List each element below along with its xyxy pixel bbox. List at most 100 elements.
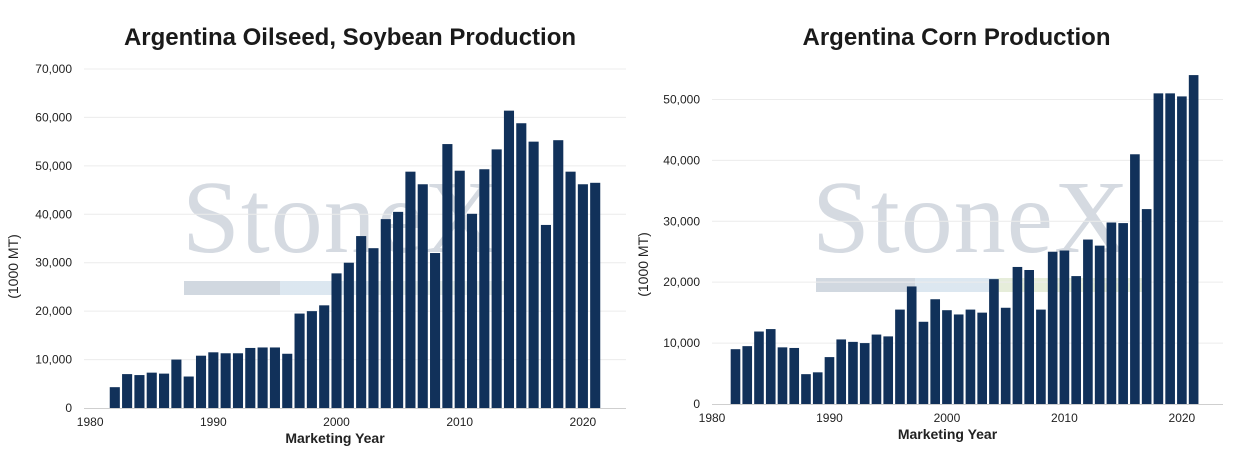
bar — [466, 213, 478, 408]
bar — [1000, 307, 1011, 404]
bar — [356, 236, 367, 408]
y-tick-label: 30,000 — [663, 214, 700, 228]
y-tick-label: 50,000 — [663, 92, 700, 106]
bar — [1141, 209, 1152, 404]
bar — [565, 171, 576, 408]
x-tick-label: 1980 — [77, 415, 104, 429]
bar — [871, 334, 882, 404]
x-tick-label: 2010 — [446, 415, 473, 429]
bar — [883, 336, 894, 404]
bar — [380, 219, 391, 408]
y-tick-label: 70,000 — [35, 62, 72, 76]
bar — [319, 305, 330, 408]
bar — [134, 375, 145, 408]
bar — [220, 353, 231, 408]
y-axis-title: (1000 MT) — [635, 232, 651, 297]
bar — [1094, 245, 1105, 404]
bar — [159, 373, 170, 408]
bar — [146, 372, 157, 408]
bar — [953, 314, 964, 404]
x-tick-label: 2000 — [323, 415, 350, 429]
bar — [812, 372, 823, 404]
bar — [528, 141, 539, 408]
chart-title: Argentina Corn Production — [802, 24, 1111, 51]
bar — [430, 253, 441, 408]
y-tick-label: 40,000 — [663, 153, 700, 167]
bar — [836, 339, 847, 404]
bar — [730, 349, 741, 404]
bar — [801, 374, 811, 404]
bar — [1012, 266, 1023, 404]
bar — [754, 331, 764, 404]
corn-chart-panel: Argentina Corn Production StoneX 0 10,000… — [620, 0, 1233, 452]
x-tick-label: 1980 — [699, 411, 726, 425]
bar — [417, 184, 428, 408]
bar — [789, 347, 800, 404]
y-tick-label: 20,000 — [663, 275, 700, 289]
bar — [405, 171, 416, 408]
bar — [1153, 93, 1164, 404]
bar — [491, 149, 502, 409]
bar — [282, 353, 293, 408]
x-axis-title: Marketing Year — [898, 426, 998, 442]
y-tick-label: 0 — [65, 401, 72, 415]
bar — [1071, 276, 1081, 404]
y-tick-label: 10,000 — [663, 336, 700, 350]
bar — [918, 321, 929, 404]
bar — [183, 376, 194, 408]
chart-title: Argentina Oilseed, Soybean Production — [123, 24, 577, 51]
bar — [1188, 75, 1199, 404]
x-tick-label: 1990 — [200, 415, 227, 429]
bar — [232, 353, 244, 408]
bar — [1059, 250, 1070, 404]
bar — [368, 248, 379, 408]
bar — [765, 329, 776, 404]
bar — [294, 313, 305, 408]
y-tick-label: 50,000 — [35, 159, 72, 173]
bar — [1165, 93, 1175, 404]
bar — [331, 273, 342, 408]
bar — [257, 347, 268, 408]
bar — [1036, 309, 1046, 404]
bar — [553, 140, 564, 408]
bar — [540, 224, 551, 408]
bar — [109, 387, 120, 408]
bar — [479, 169, 490, 408]
bar — [906, 286, 917, 404]
bar — [777, 347, 788, 404]
bar — [1024, 270, 1034, 404]
bar — [454, 170, 465, 408]
bar — [269, 347, 280, 408]
bar — [503, 110, 515, 409]
y-tick-label: 0 — [693, 397, 700, 411]
x-tick-label: 1990 — [816, 411, 843, 425]
bar — [306, 311, 317, 408]
soybean-chart-svg: 0 10,000 20,000 30,000 40,000 50,000 60,000 70,… — [5, 62, 626, 446]
bar — [195, 355, 207, 408]
bar — [171, 359, 182, 408]
y-tick-label: 30,000 — [35, 256, 72, 270]
bar — [208, 352, 219, 408]
bar — [859, 343, 870, 404]
bar — [393, 211, 404, 408]
bar — [1047, 251, 1058, 404]
bar — [122, 374, 133, 408]
x-tick-label: 2020 — [1169, 411, 1196, 425]
bar — [590, 182, 601, 408]
bar — [965, 309, 976, 404]
bar — [1130, 154, 1140, 404]
y-tick-label: 40,000 — [35, 207, 72, 221]
x-tick-label: 2010 — [1051, 411, 1078, 425]
y-tick-label: 60,000 — [35, 110, 72, 124]
bar — [848, 341, 858, 404]
bar — [343, 262, 354, 408]
soybean-chart-panel: Argentina Oilseed, Soybean Production St… — [5, 24, 626, 446]
bar — [742, 346, 753, 404]
bar — [989, 279, 999, 404]
bar — [516, 123, 527, 409]
bar — [1106, 222, 1117, 404]
bar — [824, 357, 835, 404]
x-tick-label: 2020 — [570, 415, 597, 429]
corn-chart-svg: 0 10,000 20,000 30,000 40,000 50,000 1980 1990 2… — [635, 75, 1223, 442]
x-axis-title: Marketing Year — [285, 430, 385, 446]
